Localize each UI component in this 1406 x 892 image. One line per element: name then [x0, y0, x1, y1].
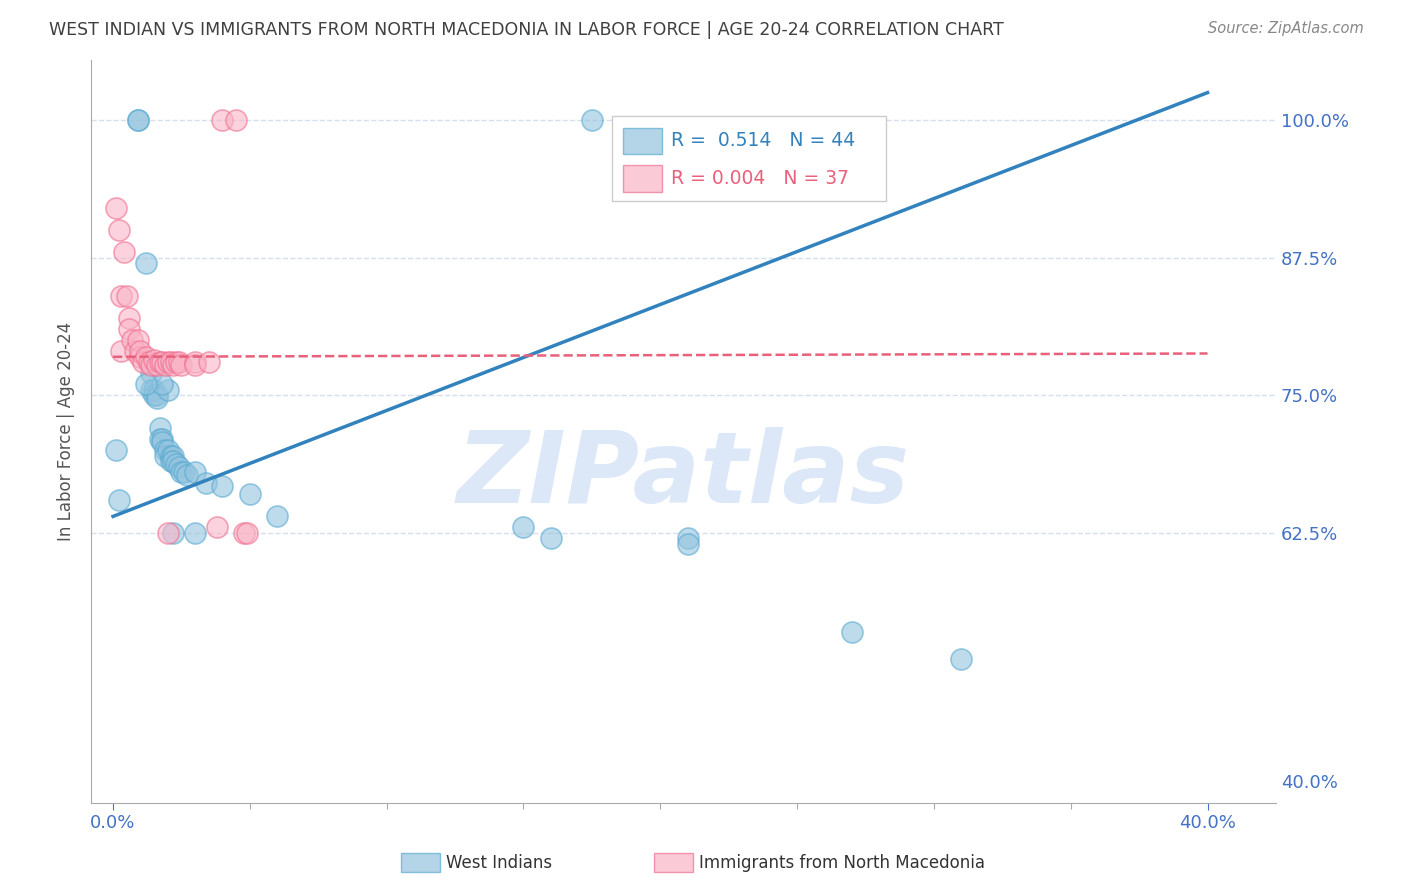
Point	[148, 433, 170, 447]
Point	[129, 344, 152, 359]
Point	[104, 443, 127, 458]
Point	[104, 201, 127, 215]
Point	[162, 454, 184, 468]
Point	[138, 355, 160, 369]
Point	[143, 383, 166, 397]
Point	[236, 525, 259, 540]
Point	[676, 537, 699, 551]
Point	[107, 223, 129, 237]
Point	[141, 358, 163, 372]
Point	[127, 113, 149, 128]
Point	[159, 454, 181, 468]
Text: Immigrants from North Macedonia: Immigrants from North Macedonia	[699, 854, 984, 871]
Point	[153, 449, 176, 463]
Point	[112, 245, 135, 260]
Point	[135, 377, 157, 392]
Point	[156, 525, 179, 540]
Point	[148, 421, 170, 435]
Point	[581, 113, 603, 128]
Point	[211, 478, 233, 492]
Point	[159, 355, 181, 369]
Point	[129, 350, 152, 364]
Point	[141, 367, 163, 381]
Point	[167, 355, 190, 369]
Point	[841, 624, 863, 639]
Point	[165, 355, 187, 369]
Point	[110, 289, 132, 303]
Point	[141, 383, 163, 397]
Point	[150, 355, 173, 369]
Point	[148, 355, 170, 369]
Point	[121, 333, 143, 347]
Point	[225, 113, 247, 128]
Point	[153, 443, 176, 458]
Point	[115, 289, 138, 303]
Point	[146, 358, 169, 372]
Point	[124, 344, 146, 359]
Point	[165, 457, 187, 471]
Text: Source: ZipAtlas.com: Source: ZipAtlas.com	[1208, 21, 1364, 36]
Point	[107, 492, 129, 507]
Point	[146, 391, 169, 405]
Point	[143, 388, 166, 402]
Point	[153, 358, 176, 372]
Point	[233, 525, 256, 540]
Y-axis label: In Labor Force | Age 20-24: In Labor Force | Age 20-24	[58, 321, 75, 541]
Point	[198, 355, 221, 369]
Point	[170, 358, 193, 372]
Point	[184, 466, 207, 480]
Point	[205, 520, 228, 534]
Point	[950, 652, 973, 666]
Text: ZIPatlas: ZIPatlas	[457, 427, 910, 524]
Point	[162, 358, 184, 372]
Point	[173, 466, 195, 480]
Point	[150, 433, 173, 447]
Point	[127, 113, 149, 128]
Point	[110, 344, 132, 359]
Point	[512, 520, 534, 534]
Text: West Indians: West Indians	[446, 854, 551, 871]
Point	[135, 350, 157, 364]
Text: R = 0.004   N = 37: R = 0.004 N = 37	[671, 169, 849, 188]
Point	[162, 449, 184, 463]
Point	[184, 358, 207, 372]
Point	[211, 113, 233, 128]
Point	[162, 525, 184, 540]
Text: R =  0.514   N = 44: R = 0.514 N = 44	[671, 131, 855, 151]
Point	[184, 525, 207, 540]
Point	[159, 449, 181, 463]
Point	[135, 256, 157, 270]
Point	[239, 487, 262, 501]
Point	[170, 466, 193, 480]
Point	[156, 443, 179, 458]
Point	[118, 322, 141, 336]
Text: WEST INDIAN VS IMMIGRANTS FROM NORTH MACEDONIA IN LABOR FORCE | AGE 20-24 CORREL: WEST INDIAN VS IMMIGRANTS FROM NORTH MAC…	[49, 21, 1004, 38]
Point	[195, 476, 218, 491]
Point	[156, 355, 179, 369]
Point	[156, 383, 179, 397]
Point	[540, 532, 562, 546]
Point	[127, 333, 149, 347]
Point	[150, 377, 173, 392]
Point	[266, 509, 288, 524]
Point	[167, 459, 190, 474]
Point	[150, 434, 173, 449]
Point	[118, 311, 141, 326]
Point	[676, 532, 699, 546]
Point	[143, 353, 166, 368]
Point	[132, 355, 155, 369]
Point	[184, 355, 207, 369]
Point	[146, 388, 169, 402]
Point	[176, 467, 198, 482]
